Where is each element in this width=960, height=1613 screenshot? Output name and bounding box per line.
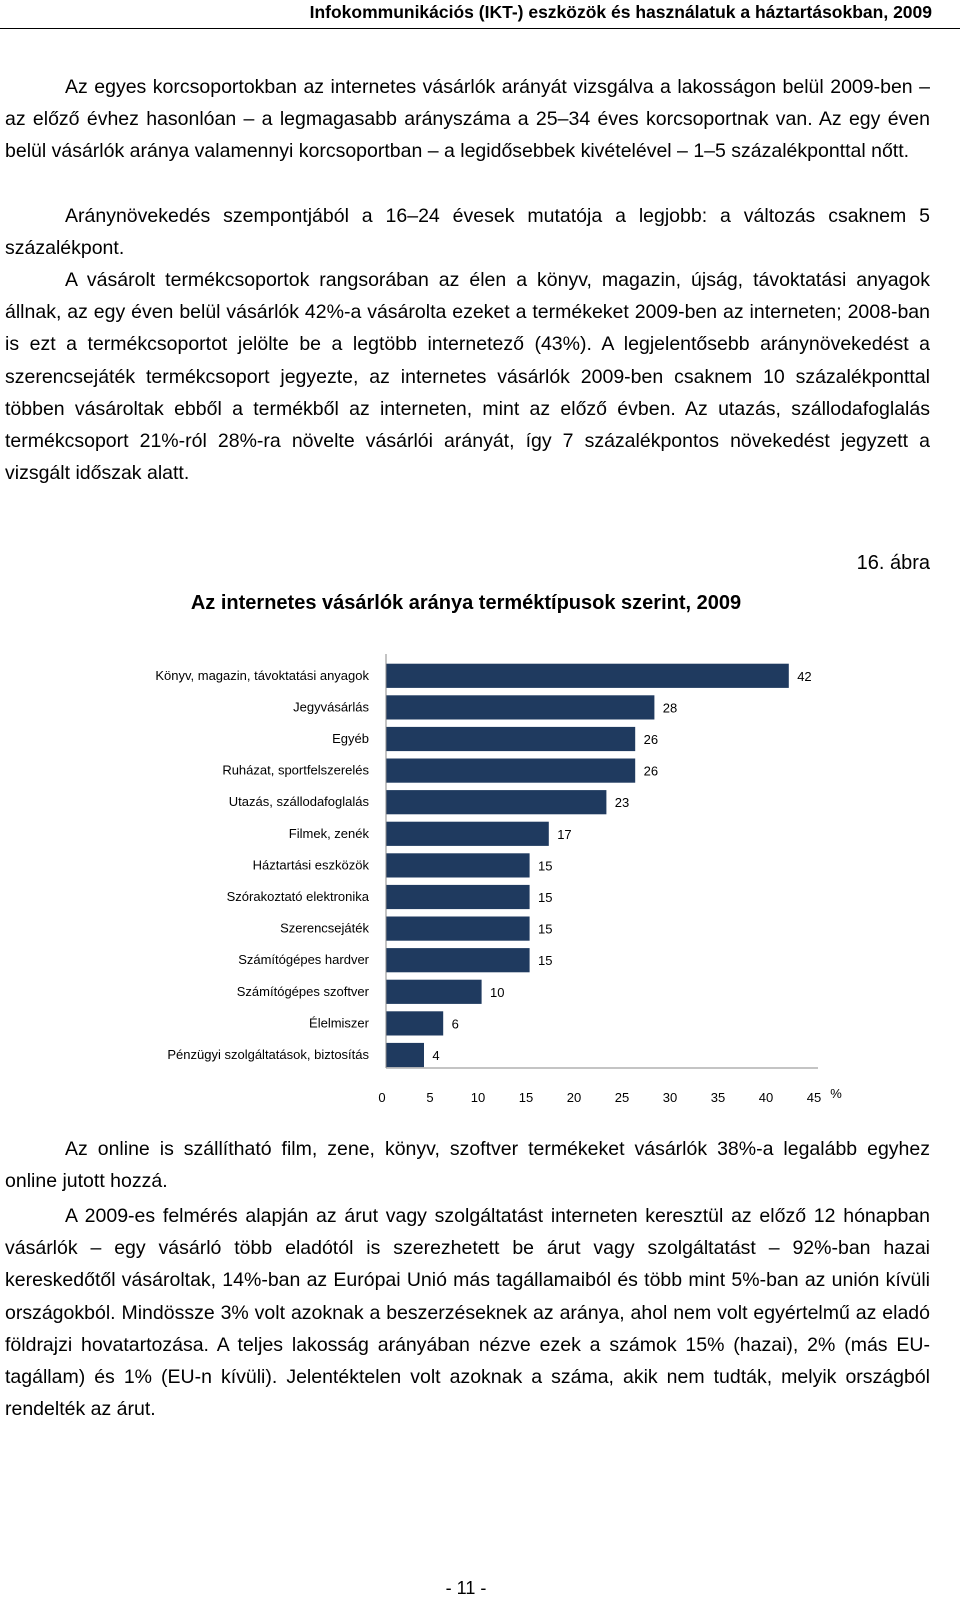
x-tick-label: 0 [378,1090,385,1105]
value-label: 42 [797,669,811,684]
bar [385,694,656,721]
value-label: 15 [538,858,552,873]
value-label: 6 [452,1016,459,1031]
running-header: Infokommunikációs (IKT-) eszközök és has… [309,2,932,22]
x-tick-labels: 0 5 10 15 20 25 30 35 40 45% [378,1086,842,1105]
category-label: Könyv, magazin, távoktatási anyagok [155,668,369,683]
figure-title: Az internetes vásárlók aránya terméktípu… [190,592,742,614]
x-tick-label: 30 [663,1090,677,1105]
value-label: 15 [538,922,552,937]
x-axis-unit: % [830,1086,842,1101]
x-tick-label: 5 [426,1090,433,1105]
value-label: 17 [557,827,571,842]
x-tick-label: 45 [807,1090,821,1105]
category-label: Szórakoztató elektronika [227,889,370,904]
category-label: Szerencsejáték [280,921,369,936]
paragraph-2: Aránynövekedés szempontjából a 16–24 éve… [5,200,930,264]
category-label: Ruházat, sportfelszerelés [222,763,369,778]
x-tick-label: 35 [711,1090,725,1105]
category-label: Számítógépes hardver [238,952,369,967]
value-label: 28 [663,700,677,715]
paragraph-5: A 2009-es felmérés alapján az árut vagy … [5,1200,930,1425]
category-label: Jegyvásárlás [293,699,369,714]
category-label: Utazás, szállodafoglalás [229,794,370,809]
value-label: 15 [538,953,552,968]
x-tick-label: 25 [615,1090,629,1105]
bar [385,884,531,910]
category-labels: Könyv, magazin, távoktatási anyagok Jegyv… [155,668,369,1062]
header-rule [0,28,960,29]
value-label: 26 [644,732,658,747]
paragraph-2-text: Aránynövekedés szempontjából a 16–24 éve… [5,205,930,260]
page-number: - 11 - [445,1578,487,1598]
category-label: Egyéb [332,731,369,746]
bar-chart: Könyv, magazin, távoktatási anyagok Jegyv… [155,654,842,1105]
bar [385,978,483,1005]
value-label: 26 [644,764,658,779]
figure-number: 16. ábra [856,552,930,574]
bar [385,1042,425,1068]
value-label: 4 [432,1048,439,1063]
value-label: 23 [615,795,629,810]
value-label: 15 [538,890,552,905]
value-labels: 42 28 26 26 23 17 15 15 15 15 10 6 4 [432,669,811,1063]
paragraph-1: Az egyes korcsoportokban az internetes v… [5,71,930,168]
paragraph-5-text: A 2009-es felmérés alapján az árut vagy … [5,1205,930,1421]
category-label: Pénzügyi szolgáltatások, biztosítás [167,1047,369,1062]
paragraph-4: Az online is szállítható film, zene, kön… [5,1133,930,1197]
paragraph-1-text: Az egyes korcsoportokban az internetes v… [5,76,930,163]
category-label: Számítógépes szoftver [237,984,370,999]
paragraph-4-text: Az online is szállítható film, zene, kön… [5,1138,930,1193]
bar [385,915,531,942]
paragraph-3-text: A vásárolt termékcsoportok rangsorában a… [5,269,930,485]
x-tick-label: 15 [519,1090,533,1105]
bar [385,1010,444,1037]
bar [385,947,531,974]
paragraph-3: A vásárolt termékcsoportok rangsorában a… [5,264,930,489]
bar [385,820,550,847]
bar [385,726,637,752]
category-label: Élelmiszer [309,1015,370,1030]
bar [385,662,790,689]
axes [385,654,818,1069]
bar [385,852,531,879]
bar [385,789,608,816]
x-tick-label: 40 [759,1090,773,1105]
bars [385,662,790,1068]
value-label: 10 [490,985,504,1000]
category-label: Filmek, zenék [289,826,370,841]
x-tick-label: 20 [567,1090,581,1105]
category-label: Háztartási eszközök [253,857,370,872]
bar [385,757,637,784]
x-tick-label: 10 [471,1090,485,1105]
